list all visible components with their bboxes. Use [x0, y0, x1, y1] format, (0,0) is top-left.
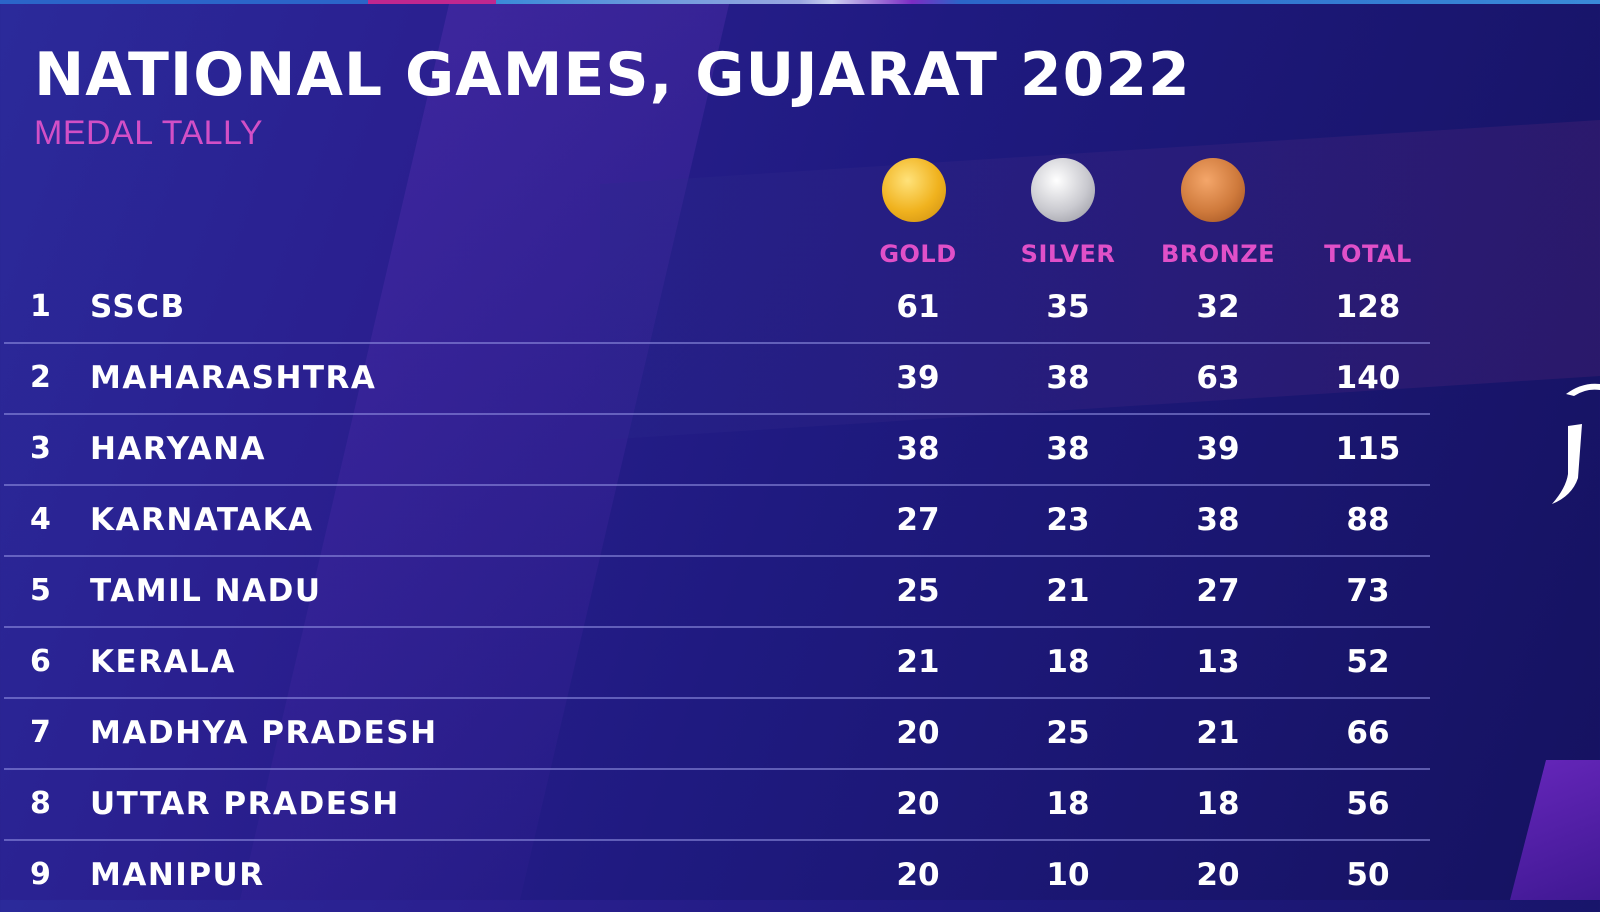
top-accent-bar: [0, 0, 1600, 4]
page-subtitle: MEDAL TALLY: [34, 114, 264, 152]
rank: 7: [30, 715, 51, 750]
rank: 4: [30, 502, 51, 537]
silver-count: 25: [1046, 715, 1090, 751]
silver-count: 38: [1046, 431, 1090, 467]
table-row: 4 KARNATAKA 27 23 38 88: [0, 486, 1430, 557]
event-logo-icon: [1552, 383, 1600, 504]
rank: 3: [30, 431, 51, 466]
rank: 5: [30, 573, 51, 608]
team-name: MAHARASHTRA: [90, 360, 377, 396]
total-count: 88: [1346, 502, 1390, 538]
table-row: 6 KERALA 21 18 13 52: [0, 628, 1430, 699]
total-count: 73: [1346, 573, 1390, 609]
table-row: 3 HARYANA 38 38 39 115: [0, 415, 1430, 486]
bronze-count: 27: [1196, 573, 1240, 609]
bronze-count: 63: [1196, 360, 1240, 396]
silver-count: 18: [1046, 644, 1090, 680]
gold-count: 20: [896, 857, 940, 893]
column-header-gold: GOLD: [879, 240, 957, 268]
team-name: HARYANA: [90, 431, 267, 467]
bronze-count: 20: [1196, 857, 1240, 893]
gold-count: 25: [896, 573, 940, 609]
gold-count: 20: [896, 786, 940, 822]
medal-table: 1 SSCB 61 35 32 128 2 MAHARASHTRA 39 38 …: [0, 273, 1430, 912]
silver-count: 21: [1046, 573, 1090, 609]
team-name: TAMIL NADU: [90, 573, 322, 609]
team-name: UTTAR PRADESH: [90, 786, 400, 822]
total-count: 66: [1346, 715, 1390, 751]
team-name: MANIPUR: [90, 857, 265, 893]
bronze-count: 21: [1196, 715, 1240, 751]
background-accent-shape: [1510, 760, 1600, 900]
table-row: 9 MANIPUR 20 10 20 50: [0, 841, 1430, 912]
gold-count: 20: [896, 715, 940, 751]
total-count: 115: [1335, 431, 1401, 467]
team-name: SSCB: [90, 289, 186, 325]
silver-medal-icon: [1031, 158, 1095, 222]
gold-count: 38: [896, 431, 940, 467]
row-divider: [4, 342, 1430, 344]
table-row: 8 UTTAR PRADESH 20 18 18 56: [0, 770, 1430, 841]
row-divider: [4, 768, 1430, 770]
team-name: KARNATAKA: [90, 502, 314, 538]
gold-count: 39: [896, 360, 940, 396]
rank: 2: [30, 360, 51, 395]
rank: 9: [30, 857, 51, 892]
bronze-count: 39: [1196, 431, 1240, 467]
row-divider: [4, 555, 1430, 557]
total-count: 56: [1346, 786, 1390, 822]
column-header-bronze: BRONZE: [1160, 240, 1276, 268]
table-row: 2 MAHARASHTRA 39 38 63 140: [0, 344, 1430, 415]
row-divider: [4, 839, 1430, 841]
row-divider: [4, 413, 1430, 415]
bronze-count: 18: [1196, 786, 1240, 822]
gold-medal-icon: [882, 158, 946, 222]
rank: 8: [30, 786, 51, 821]
silver-count: 18: [1046, 786, 1090, 822]
gold-count: 27: [896, 502, 940, 538]
row-divider: [4, 484, 1430, 486]
gold-count: 21: [896, 644, 940, 680]
bronze-count: 38: [1196, 502, 1240, 538]
silver-count: 35: [1046, 289, 1090, 325]
total-count: 140: [1335, 360, 1401, 396]
team-name: MADHYA PRADESH: [90, 715, 438, 751]
rank: 6: [30, 644, 51, 679]
table-row: 1 SSCB 61 35 32 128: [0, 273, 1430, 344]
column-header-total: TOTAL: [1324, 240, 1412, 268]
silver-count: 38: [1046, 360, 1090, 396]
table-row: 7 MADHYA PRADESH 20 25 21 66: [0, 699, 1430, 770]
column-header-silver: SILVER: [1020, 240, 1116, 268]
bronze-medal-icon: [1181, 158, 1245, 222]
bronze-count: 13: [1196, 644, 1240, 680]
gold-count: 61: [896, 289, 940, 325]
total-count: 50: [1346, 857, 1390, 893]
row-divider: [4, 626, 1430, 628]
silver-count: 23: [1046, 502, 1090, 538]
rank: 1: [30, 289, 51, 324]
table-row: 5 TAMIL NADU 25 21 27 73: [0, 557, 1430, 628]
page-title: NATIONAL GAMES, GUJARAT 2022: [34, 40, 1191, 110]
team-name: KERALA: [90, 644, 236, 680]
total-count: 128: [1335, 289, 1401, 325]
silver-count: 10: [1046, 857, 1090, 893]
total-count: 52: [1346, 644, 1390, 680]
row-divider: [4, 697, 1430, 699]
bronze-count: 32: [1196, 289, 1240, 325]
